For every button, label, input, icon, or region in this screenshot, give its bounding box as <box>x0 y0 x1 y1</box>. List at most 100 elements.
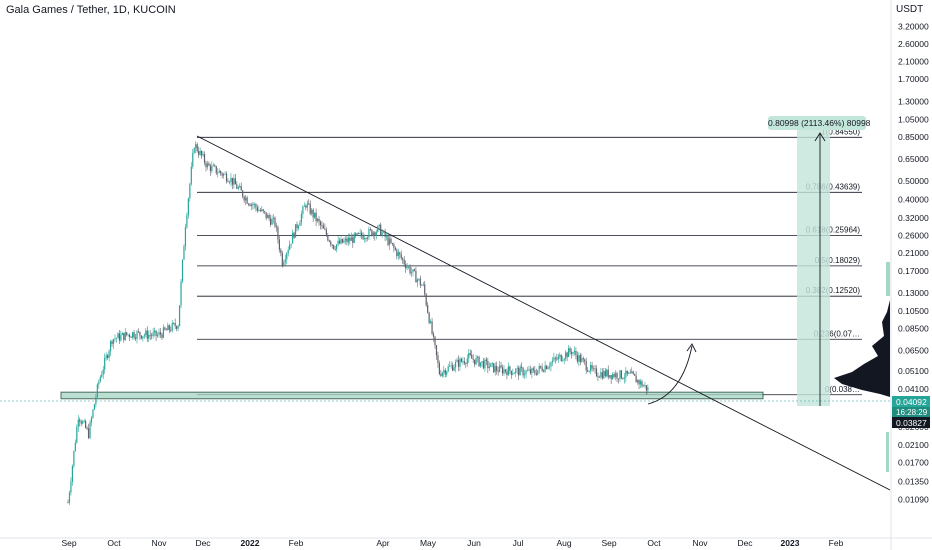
candle-body-21 <box>98 381 100 385</box>
candle-body-105 <box>221 173 223 176</box>
candle-body-61 <box>156 335 159 337</box>
candle-body-320 <box>537 370 539 375</box>
candle-body-119 <box>242 190 244 197</box>
y-tick-label-10: 0.32000 <box>898 213 929 223</box>
candle-body-338 <box>563 358 565 361</box>
candle-body-137 <box>268 214 270 219</box>
candle-body-346 <box>575 350 577 356</box>
candle-body-167 <box>312 209 314 218</box>
candle-body-364 <box>601 372 603 379</box>
candle-body-335 <box>559 354 561 357</box>
candle-body-305 <box>515 369 517 373</box>
candle-body-265 <box>456 359 458 362</box>
y-tick-label-18: 0.05100 <box>898 366 929 376</box>
candle-body-257 <box>444 370 446 375</box>
candle-body-253 <box>438 363 441 375</box>
candle-body-313 <box>526 370 529 372</box>
candle-body-318 <box>534 369 536 374</box>
candle-body-184 <box>337 240 339 245</box>
candle-body-272 <box>466 358 468 364</box>
candle-body-168 <box>314 212 316 218</box>
candle-body-71 <box>171 323 173 331</box>
candle-body-62 <box>158 332 160 336</box>
candle-body-130 <box>258 210 260 211</box>
candle-body-30 <box>111 341 113 344</box>
candle-body-387 <box>635 375 637 383</box>
candle-body-114 <box>234 178 236 185</box>
x-tick-label-7: May <box>420 538 437 548</box>
candle-body-294 <box>498 365 501 372</box>
candle-body-235 <box>412 269 414 273</box>
currency-label: USDT <box>896 4 924 15</box>
candle-body-280 <box>478 356 480 367</box>
candle-body-136 <box>267 214 269 219</box>
candle-body-303 <box>512 373 514 375</box>
candle-body-59 <box>154 330 156 333</box>
candle-body-4 <box>73 450 75 466</box>
candle-body-375 <box>617 378 620 380</box>
candle-body-120 <box>243 196 245 201</box>
candle-body-339 <box>565 352 567 359</box>
candle-body-171 <box>318 218 320 222</box>
candle-body-368 <box>607 369 609 378</box>
candle-body-372 <box>613 374 615 377</box>
candle-body-360 <box>595 368 598 376</box>
candle-body-231 <box>406 266 408 269</box>
candle-body-241 <box>421 285 423 286</box>
candle-body-254 <box>440 374 442 376</box>
candle-body-374 <box>616 373 618 379</box>
candle-body-370 <box>610 375 612 379</box>
candle-body-124 <box>249 204 251 207</box>
candle-body-291 <box>494 366 496 373</box>
candle-body-391 <box>641 381 643 387</box>
candle-body-140 <box>272 217 275 220</box>
candle-body-356 <box>590 364 592 372</box>
candle-body-331 <box>553 357 555 361</box>
candle-body-192 <box>349 237 351 241</box>
candle-body-190 <box>346 238 348 243</box>
candle-body-151 <box>289 244 291 250</box>
candle-body-279 <box>476 356 479 358</box>
candles <box>67 141 649 506</box>
candle-body-89 <box>198 151 200 155</box>
candle-body-373 <box>614 373 617 377</box>
candle-body-157 <box>297 225 300 229</box>
candle-body-234 <box>410 272 413 274</box>
candle-body-273 <box>468 353 470 359</box>
candle-body-108 <box>225 173 228 182</box>
y-tick-label-11: 0.26000 <box>898 230 929 240</box>
candle-body-206 <box>369 229 372 230</box>
candle-body-383 <box>629 372 631 374</box>
candle-body-252 <box>437 355 439 364</box>
candle-body-125 <box>250 204 253 207</box>
candle-body-46 <box>134 337 137 339</box>
candle-body-237 <box>415 270 417 283</box>
candle-body-161 <box>303 205 305 207</box>
y-tick-label-12: 0.21000 <box>898 248 929 258</box>
candle-body-264 <box>454 361 457 368</box>
symbol-title: Gala Games / Tether, 1D, KUCOIN <box>6 4 176 16</box>
candle-body-306 <box>516 368 518 370</box>
candle-body-116 <box>237 187 239 189</box>
candle-body-325 <box>544 365 546 372</box>
candle-body-232 <box>407 266 410 268</box>
candle-body-115 <box>236 184 238 189</box>
candle-body-180 <box>331 244 333 246</box>
candle-body-110 <box>228 181 231 183</box>
candle-body-271 <box>465 363 467 365</box>
candle-body-362 <box>598 376 601 378</box>
y-tick-label-21: 0.02100 <box>898 440 929 450</box>
candle-body-173 <box>321 225 323 227</box>
x-tick-label-15: 2023 <box>781 538 800 548</box>
candle-body-52 <box>143 335 145 337</box>
candle-body-58 <box>152 332 154 336</box>
candle-body-177 <box>327 234 329 241</box>
candle-body-44 <box>131 332 134 338</box>
candle-body-147 <box>283 262 285 266</box>
candle-body-350 <box>581 358 583 363</box>
candle-body-45 <box>133 332 135 338</box>
candle-body-191 <box>347 237 349 243</box>
candle-body-117 <box>239 186 241 188</box>
candle-body-307 <box>518 368 520 376</box>
